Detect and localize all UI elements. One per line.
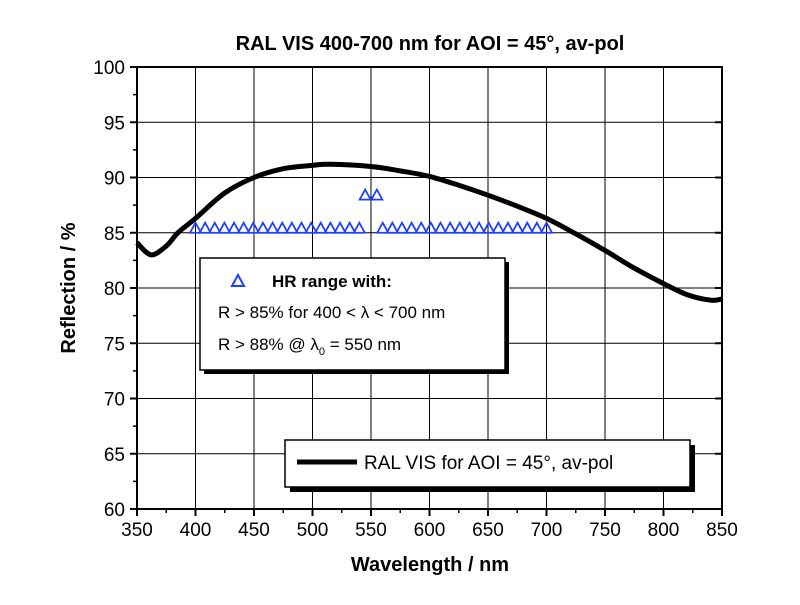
hr-triangle-marker xyxy=(352,220,367,234)
hr-triangle-marker xyxy=(385,220,400,234)
y-tick-label: 60 xyxy=(104,500,125,521)
hr-triangle-marker xyxy=(227,220,242,234)
hr-triangle-marker xyxy=(375,220,390,234)
hr-triangle-marker xyxy=(333,220,348,234)
hr-triangle-marker xyxy=(452,220,467,234)
hr-triangle-marker xyxy=(198,220,213,234)
hr-annotation-box: HR range with: R > 85% for 400 < λ < 700… xyxy=(199,257,509,374)
plot-frame xyxy=(136,66,723,510)
y-tick-label: 65 xyxy=(104,445,125,466)
annotation-heading: HR range with: xyxy=(272,272,392,291)
x-tick-label: 600 xyxy=(414,520,446,541)
hr-triangle-marker xyxy=(491,220,506,234)
hr-triangle-marker xyxy=(500,220,515,234)
hr-triangle-marker xyxy=(255,220,270,234)
hr-triangle-marker xyxy=(481,220,496,234)
hr-triangle-marker xyxy=(294,220,309,234)
x-tick-label: 500 xyxy=(297,520,329,541)
hr-triangle-marker xyxy=(246,220,261,234)
hr-triangle-marker xyxy=(236,220,251,234)
triangle-marker-icon xyxy=(230,272,246,287)
annotation-line2: R > 88% @ λ0 = 550 nm xyxy=(218,335,401,358)
hr-triangle-marker xyxy=(433,220,448,234)
hr-markers xyxy=(188,187,554,234)
reflection-curve xyxy=(135,161,723,303)
x-axis-label: Wavelength / nm xyxy=(351,554,509,576)
y-tick-label: 95 xyxy=(104,113,125,134)
hr-triangle-marker xyxy=(414,220,429,234)
hr-triangle-marker xyxy=(217,220,232,234)
hr-triangle-marker xyxy=(342,220,357,234)
x-tick-label: 400 xyxy=(180,520,212,541)
x-tick-label: 750 xyxy=(589,520,621,541)
x-tick-label: 450 xyxy=(238,520,270,541)
x-tick-label: 850 xyxy=(706,520,738,541)
x-tick-label: 700 xyxy=(531,520,563,541)
annotation-line1: R > 85% for 400 < λ < 700 nm xyxy=(218,303,445,322)
hr-triangle-marker xyxy=(443,220,458,234)
x-tick-label: 650 xyxy=(472,520,504,541)
legend: RAL VIS for AOI = 45°, av-pol xyxy=(284,439,695,492)
legend-label: RAL VIS for AOI = 45°, av-pol xyxy=(364,453,613,474)
hr-triangle-marker xyxy=(510,220,525,234)
hr-triangle-marker xyxy=(472,220,487,234)
hr-triangle-marker xyxy=(207,220,222,234)
y-tick-label: 100 xyxy=(93,58,125,79)
y-tick-label: 75 xyxy=(104,334,125,355)
hr-triangle-marker xyxy=(520,220,535,234)
hr-triangle-marker xyxy=(462,220,477,234)
hr-triangle-marker xyxy=(539,220,554,234)
hr-triangle-marker xyxy=(188,220,203,234)
x-tick-label: 350 xyxy=(121,520,153,541)
hr-triangle-marker xyxy=(265,220,280,234)
y-axis-label: Reflection / % xyxy=(58,222,80,353)
x-tick-label: 550 xyxy=(355,520,387,541)
y-tick-label: 85 xyxy=(104,224,125,245)
reflection-line xyxy=(135,161,723,303)
hr-triangle-marker xyxy=(423,220,438,234)
hr-triangle-marker xyxy=(358,187,373,201)
hr-triangle-marker xyxy=(369,187,384,201)
hr-triangle-marker xyxy=(304,220,319,234)
x-tick-label: 800 xyxy=(648,520,680,541)
hr-triangle-marker xyxy=(284,220,299,234)
hr-triangle-marker xyxy=(404,220,419,234)
hr-triangle-marker xyxy=(323,220,338,234)
chart-title: RAL VIS 400-700 nm for AOI = 45°, av-pol xyxy=(236,33,625,55)
hr-triangle-marker xyxy=(529,220,544,234)
y-tick-label: 70 xyxy=(104,390,125,411)
hr-triangle-marker xyxy=(313,220,328,234)
hr-triangle-marker xyxy=(394,220,409,234)
y-tick-label: 90 xyxy=(104,169,125,190)
y-tick-label: 80 xyxy=(104,279,125,300)
hr-triangle-marker xyxy=(275,220,290,234)
